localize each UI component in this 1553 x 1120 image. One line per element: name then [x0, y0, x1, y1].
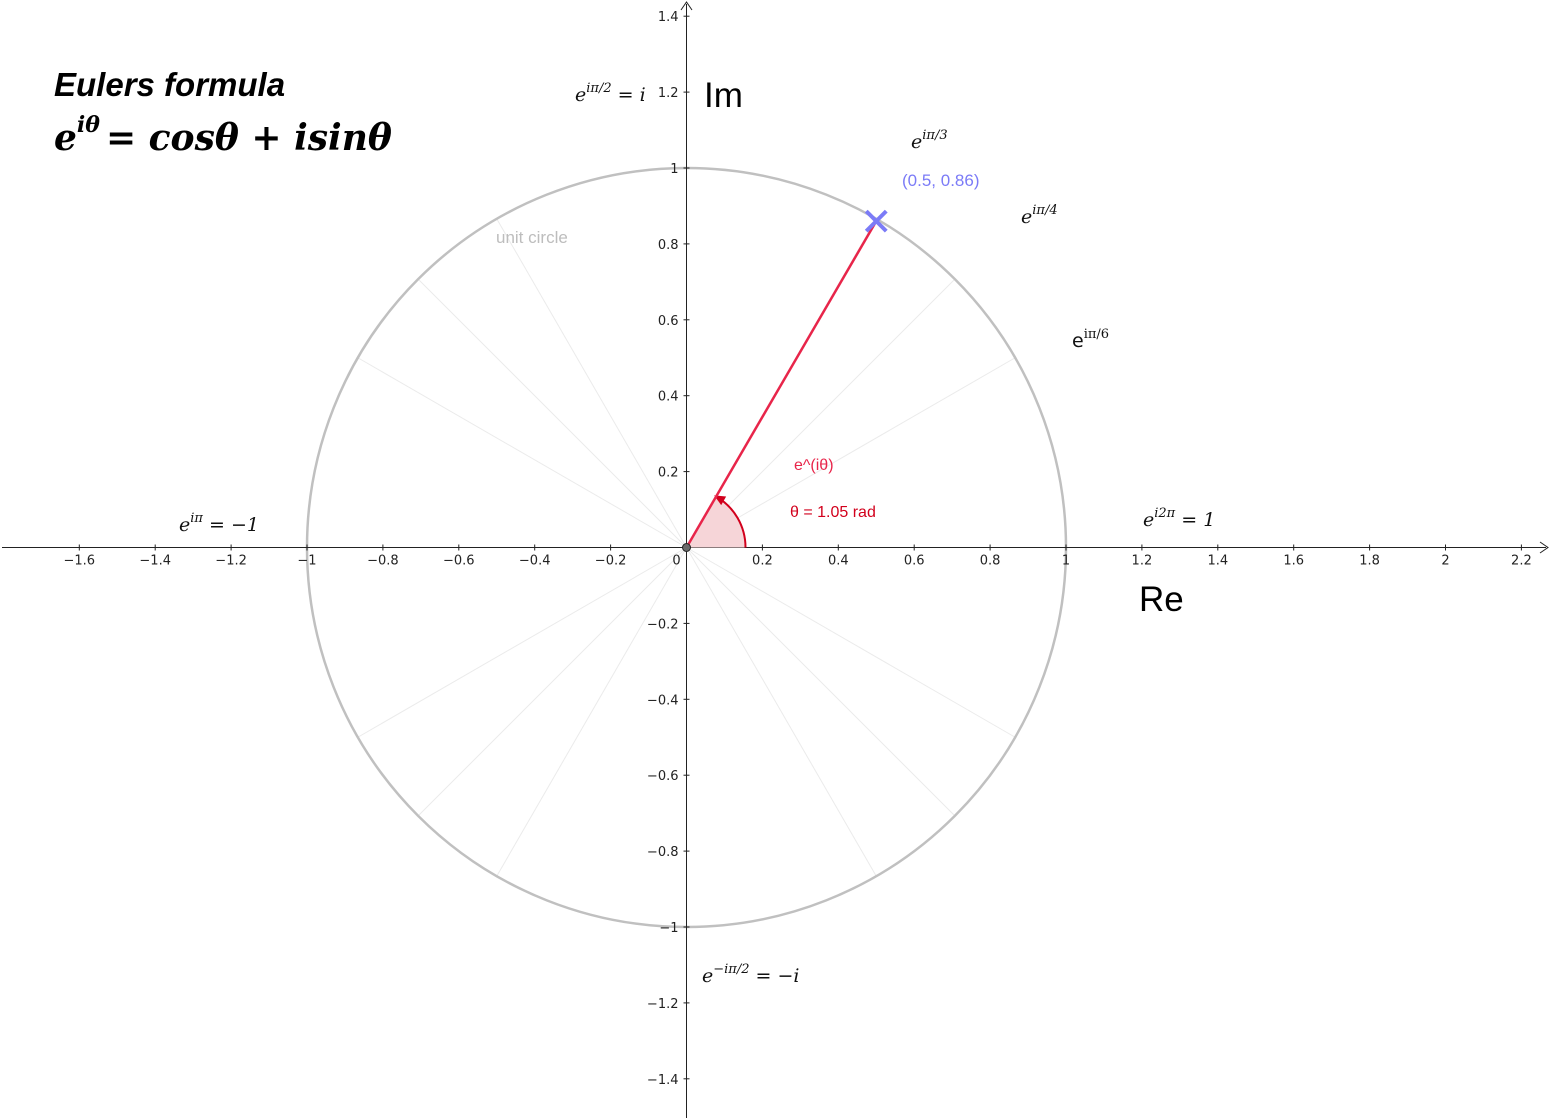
spoke-line — [686, 547, 877, 877]
y-tick-label: −1.2 — [647, 997, 679, 1012]
annotation-neg-i-pi-half: e−iπ/2 = −i — [702, 962, 800, 987]
real-axis — [2, 541, 1549, 554]
x-axis-ticks: −1.6 −1.4 −1.2 −1 −0.8 −0.6 −0.4 −0.2 0 0.2 0.4 0.6… — [64, 544, 1532, 569]
x-tick-label: 2 — [1441, 554, 1449, 569]
y-tick-label: 0.4 — [658, 390, 679, 405]
marker-stroke — [864, 209, 888, 233]
x-tick-label: −0.8 — [367, 554, 399, 569]
origin-point — [682, 543, 691, 552]
annotation-i-pi-half: eiπ/2 = i — [575, 81, 646, 106]
x-tick-label: 1.8 — [1359, 554, 1380, 569]
formula-rhs: = cosθ + isinθ — [106, 117, 392, 159]
formula-exponent: iθ — [77, 112, 100, 138]
x-tick-label: 0.6 — [904, 554, 925, 569]
spoke-line — [686, 547, 956, 817]
page-title: Eulers formula — [54, 66, 285, 103]
point-coordinate-label: (0.5, 0.86) — [902, 171, 980, 190]
imaginary-axis-label: Im — [704, 76, 743, 115]
angle-arrowhead — [714, 495, 727, 506]
y-tick-label: −0.4 — [647, 693, 679, 708]
x-tick-label: 0 — [672, 554, 680, 569]
y-tick-label: 1 — [670, 162, 678, 177]
x-tick-label: 1.2 — [1132, 554, 1153, 569]
spoke-line — [686, 278, 956, 548]
spoke-line — [686, 547, 1016, 738]
y-tick-label: −1 — [659, 921, 678, 936]
spoke-line — [357, 357, 687, 548]
euler-formula: eiθ = cosθ + isinθ — [54, 112, 392, 159]
formula-base: e — [54, 117, 77, 159]
y-tick-label: −1.4 — [647, 1073, 679, 1088]
y-tick-label: 0.8 — [658, 238, 679, 253]
unit-circle-label: unit circle — [496, 228, 568, 247]
y-tick-label: 0.2 — [658, 466, 679, 481]
x-tick-label: 0.2 — [752, 554, 773, 569]
x-tick-label: −1.6 — [64, 554, 96, 569]
x-tick-label: −0.4 — [519, 554, 551, 569]
annotation-i-pi-quarter: eiπ/4 — [1021, 203, 1058, 228]
annotation-i-pi: eiπ = −1 — [179, 511, 259, 536]
x-tick-label: 1.4 — [1207, 554, 1228, 569]
spoke-line — [496, 218, 687, 548]
euler-vector — [685, 220, 878, 549]
y-tick-label: −0.2 — [647, 617, 679, 632]
y-tick-label: −0.8 — [647, 845, 679, 860]
y-tick-label: 1.2 — [658, 86, 679, 101]
vector-label: e^(iθ) — [794, 457, 834, 474]
spoke-line — [496, 547, 687, 877]
y-tick-label: −0.6 — [647, 769, 679, 784]
x-tick-label: −0.6 — [443, 554, 475, 569]
x-tick-label: −1 — [297, 554, 316, 569]
spoke-line — [417, 278, 687, 548]
x-tick-label: 0.8 — [980, 554, 1001, 569]
annotation-i-2pi: ei2π = 1 — [1143, 506, 1215, 531]
unit-point-marker[interactable] — [864, 209, 888, 233]
angle-sector — [686, 496, 746, 548]
spoke-line — [357, 547, 687, 738]
x-tick-label: 1 — [1062, 554, 1070, 569]
imaginary-axis — [680, 1, 693, 1118]
x-tick-label: 0.4 — [828, 554, 849, 569]
y-tick-label: 1.4 — [658, 10, 679, 25]
spoke-line — [417, 547, 687, 817]
x-tick-label: 1.6 — [1283, 554, 1304, 569]
y-axis-ticks: 1.4 1.2 1 0.8 0.6 0.4 0.2 −0.2 −0.4 −0.6 −0.8 −1 −1.… — [647, 10, 690, 1088]
real-axis-label: Re — [1139, 580, 1184, 619]
y-tick-label: 0.6 — [658, 314, 679, 329]
annotation-i-pi-third: eiπ/3 — [911, 128, 948, 153]
x-tick-label: 2.2 — [1511, 554, 1532, 569]
angle-value-label: θ = 1.05 rad — [790, 504, 876, 521]
spoke-line — [686, 357, 1016, 548]
x-tick-label: −1.2 — [215, 554, 247, 569]
x-tick-label: −0.2 — [595, 554, 627, 569]
annotation-i-pi-sixth: eiπ/6 — [1072, 327, 1109, 352]
x-tick-label: −1.4 — [139, 554, 171, 569]
